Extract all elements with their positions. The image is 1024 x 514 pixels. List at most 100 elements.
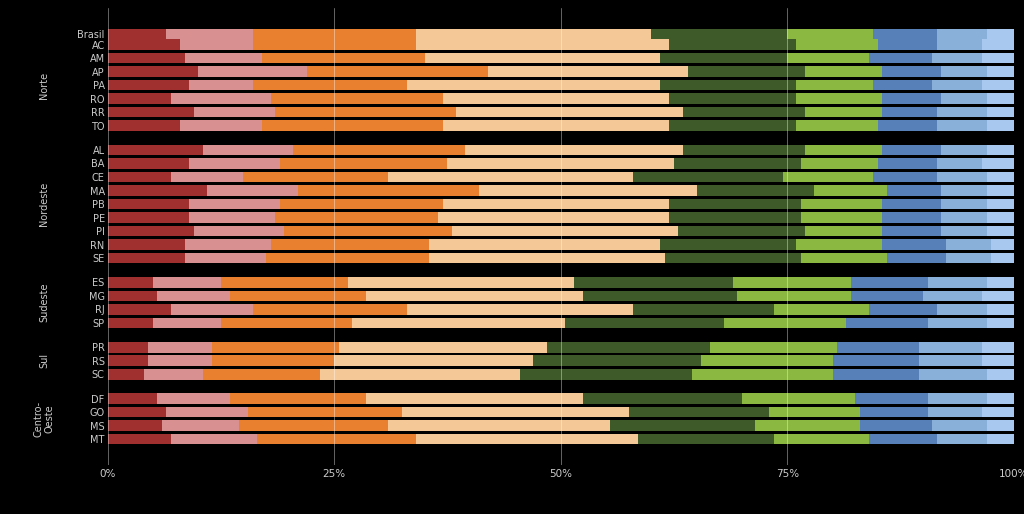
- Bar: [868, 304, 937, 315]
- Bar: [946, 240, 991, 250]
- Bar: [203, 369, 321, 379]
- Bar: [986, 318, 1014, 328]
- Bar: [298, 185, 479, 196]
- Bar: [868, 53, 932, 63]
- Bar: [153, 318, 221, 328]
- Bar: [986, 277, 1014, 288]
- Bar: [860, 407, 928, 417]
- Bar: [814, 185, 887, 196]
- Bar: [466, 145, 683, 155]
- Bar: [108, 172, 171, 182]
- Bar: [261, 120, 442, 131]
- Bar: [982, 158, 1014, 169]
- Bar: [108, 145, 203, 155]
- Bar: [108, 94, 171, 104]
- Bar: [108, 212, 189, 223]
- Bar: [769, 407, 860, 417]
- Bar: [244, 172, 388, 182]
- Bar: [339, 342, 547, 353]
- Bar: [388, 172, 633, 182]
- Bar: [253, 28, 416, 39]
- Bar: [660, 240, 797, 250]
- Bar: [797, 80, 873, 90]
- Bar: [855, 393, 928, 404]
- Bar: [221, 318, 352, 328]
- Bar: [773, 434, 868, 445]
- Bar: [756, 420, 860, 431]
- Bar: [108, 393, 158, 404]
- Bar: [928, 318, 986, 328]
- Bar: [416, 434, 638, 445]
- Bar: [212, 356, 334, 366]
- Bar: [565, 318, 724, 328]
- Bar: [982, 39, 1014, 50]
- Bar: [610, 420, 756, 431]
- Bar: [919, 369, 986, 379]
- Bar: [547, 342, 711, 353]
- Bar: [457, 107, 683, 117]
- Bar: [932, 80, 982, 90]
- Bar: [108, 304, 171, 315]
- Bar: [797, 240, 883, 250]
- Bar: [321, 369, 520, 379]
- Bar: [534, 356, 701, 366]
- Bar: [108, 253, 184, 263]
- Bar: [878, 39, 937, 50]
- Bar: [158, 290, 229, 301]
- Bar: [878, 158, 937, 169]
- Bar: [108, 407, 167, 417]
- Bar: [442, 94, 670, 104]
- Bar: [851, 290, 924, 301]
- Bar: [883, 107, 937, 117]
- Bar: [986, 172, 1014, 182]
- Bar: [797, 39, 878, 50]
- Bar: [937, 172, 986, 182]
- Bar: [941, 212, 986, 223]
- Bar: [184, 53, 261, 63]
- Bar: [986, 212, 1014, 223]
- Bar: [711, 342, 837, 353]
- Bar: [986, 369, 1014, 379]
- Bar: [629, 407, 769, 417]
- Text: Sul: Sul: [39, 353, 49, 369]
- Bar: [805, 226, 883, 236]
- Bar: [773, 304, 868, 315]
- Bar: [352, 318, 565, 328]
- Bar: [782, 172, 873, 182]
- Bar: [883, 226, 941, 236]
- Bar: [584, 393, 741, 404]
- Bar: [207, 185, 298, 196]
- Bar: [986, 94, 1014, 104]
- Bar: [108, 420, 162, 431]
- Bar: [108, 356, 148, 366]
- Bar: [366, 290, 584, 301]
- Bar: [253, 304, 407, 315]
- Bar: [638, 434, 773, 445]
- Bar: [248, 407, 402, 417]
- Bar: [982, 290, 1014, 301]
- Bar: [986, 145, 1014, 155]
- Bar: [108, 199, 189, 209]
- Bar: [873, 28, 937, 39]
- Bar: [986, 120, 1014, 131]
- Bar: [937, 28, 986, 39]
- Bar: [670, 94, 797, 104]
- Bar: [670, 199, 801, 209]
- Bar: [932, 420, 986, 431]
- Bar: [407, 80, 660, 90]
- Bar: [108, 80, 189, 90]
- Bar: [883, 145, 941, 155]
- Bar: [887, 253, 946, 263]
- Bar: [883, 240, 946, 250]
- Bar: [873, 172, 937, 182]
- Bar: [275, 212, 438, 223]
- Bar: [429, 240, 660, 250]
- Bar: [986, 420, 1014, 431]
- Bar: [108, 240, 184, 250]
- Bar: [189, 80, 253, 90]
- Bar: [108, 107, 194, 117]
- Text: Sudeste: Sudeste: [39, 283, 49, 322]
- Bar: [266, 253, 429, 263]
- Bar: [108, 39, 180, 50]
- Bar: [687, 66, 805, 77]
